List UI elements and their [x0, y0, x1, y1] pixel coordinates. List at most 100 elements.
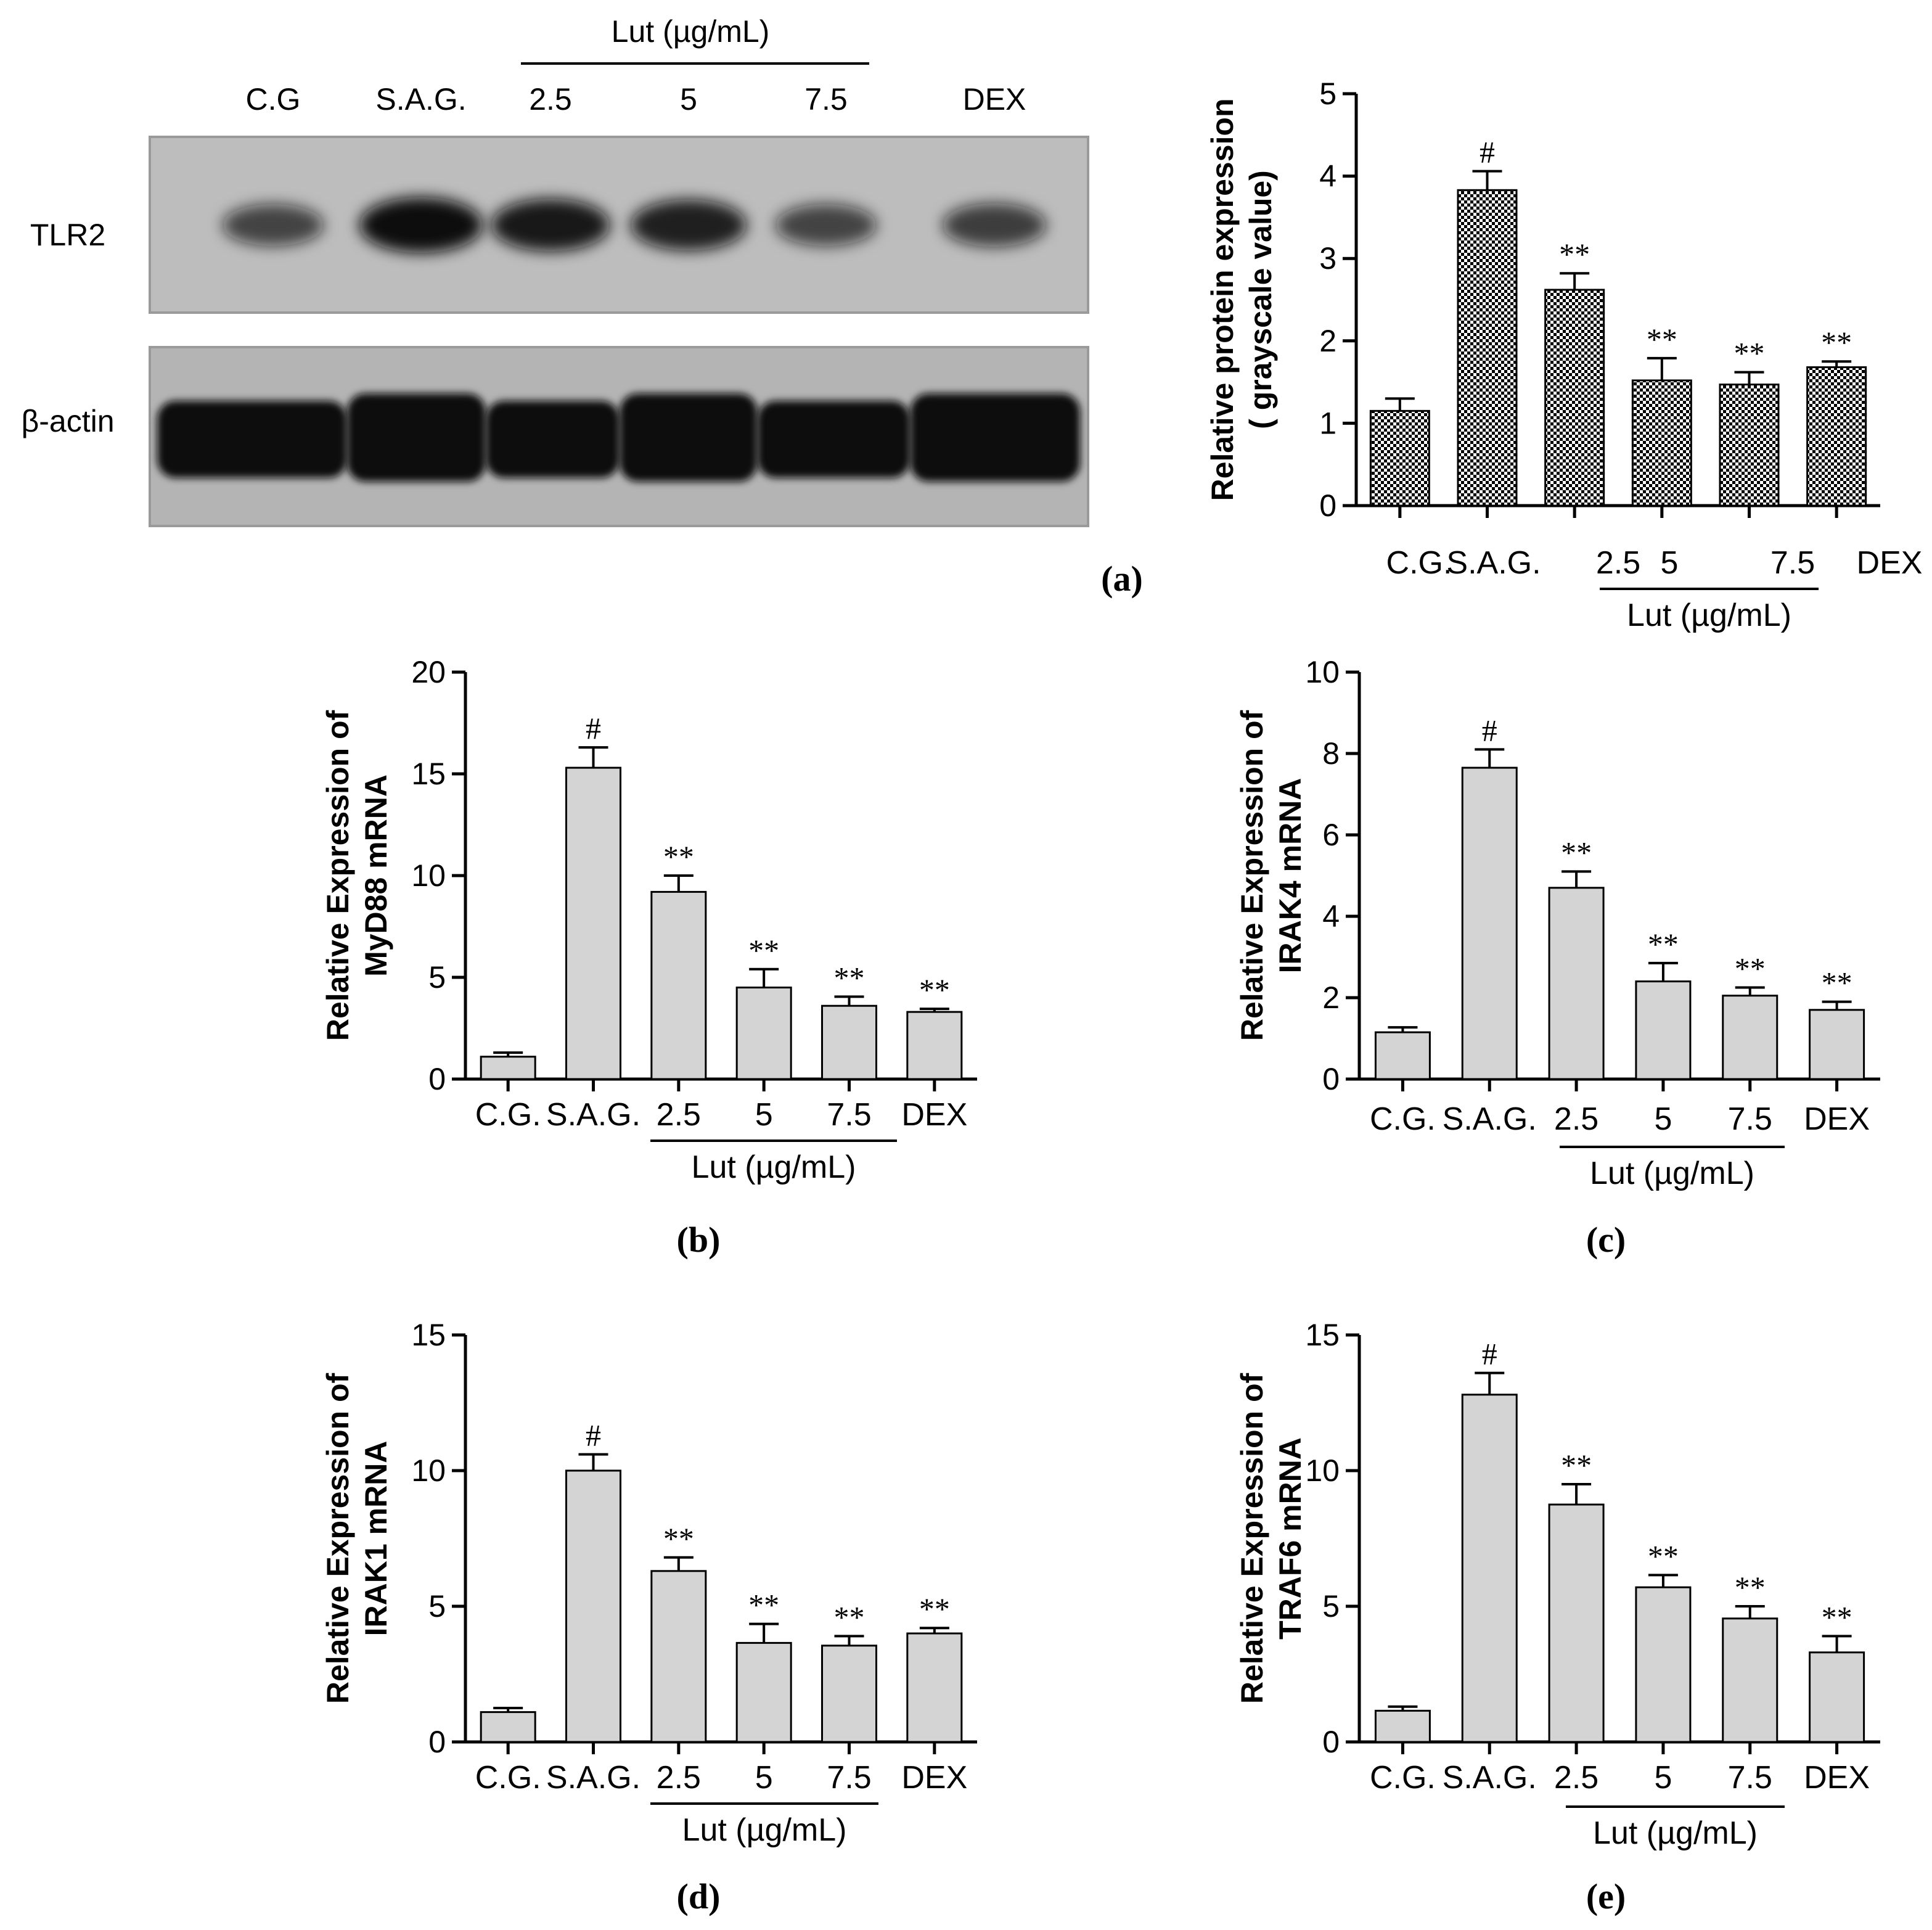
y-tick-label: 5	[1319, 76, 1336, 111]
x-tick-label: 5	[1654, 1101, 1672, 1137]
bar	[821, 1645, 877, 1743]
x-tick-label: DEX	[1804, 1101, 1870, 1137]
y-axis-title: Relative Expression of IRAK1 mRNA	[321, 1373, 393, 1704]
x-tick-label: S.A.G.	[546, 1760, 641, 1796]
significance-marker: #	[1480, 135, 1495, 170]
x-tick-label: C.G.	[1370, 1101, 1436, 1137]
significance-marker: **	[1561, 1448, 1592, 1482]
y-tick-label: 6	[1322, 818, 1340, 852]
x-tick-label: C.G.	[1386, 545, 1452, 581]
y-tick-label: 5	[1322, 1589, 1340, 1624]
x-tick-label: 5	[755, 1760, 773, 1796]
x-tick-label: DEX	[901, 1097, 967, 1133]
bar	[1719, 384, 1780, 507]
bar	[906, 1632, 963, 1743]
x-tick-label: S.A.G.	[1443, 1101, 1537, 1137]
bar	[1548, 887, 1605, 1080]
blot-lane-label: S.A.G.	[375, 82, 466, 117]
significance-marker: **	[1735, 951, 1766, 986]
significance-marker: **	[1648, 1538, 1679, 1573]
significance-marker: **	[1559, 237, 1590, 271]
panel-label: (e)	[1586, 1876, 1626, 1916]
x-tick-label: C.G.	[475, 1760, 541, 1796]
blot-row-label-beta-actin: β-actin	[21, 404, 114, 438]
y-tick-label: 10	[1305, 655, 1340, 689]
x-tick-label: 7.5	[827, 1760, 871, 1796]
significance-marker: **	[919, 1591, 950, 1626]
y-tick-label: 2	[1319, 324, 1336, 358]
chart-panel-e: 0 5 10 15 # ** ** ** ** C.G. S.A.G. 2.5 5 7.5 DEX Lut (…	[1235, 1318, 1880, 1916]
bar	[1544, 289, 1605, 507]
blot-band-beta-actin	[910, 393, 1080, 482]
blot-band-tlr2	[223, 204, 324, 246]
blot-band-tlr2	[943, 203, 1046, 247]
chart-panel-b: 0 5 10 15 20 # ** ** ** ** C.G. S.A.G. 2.5 5 7.5 DEX Lut…	[321, 655, 977, 1260]
blot-lane-label: DEX	[963, 82, 1026, 117]
bar	[650, 1570, 707, 1743]
y-tick-label: 8	[1322, 736, 1340, 771]
x-tick-label: 7.5	[827, 1097, 871, 1133]
panel-label: (a)	[1101, 559, 1143, 599]
bar	[821, 1004, 877, 1080]
significance-marker: **	[748, 933, 779, 967]
blot-band-beta-actin	[157, 401, 347, 478]
y-axis-title: Relative Expression of TRAF6 mRNA	[1235, 1373, 1308, 1704]
significance-marker: #	[586, 711, 601, 745]
blot-band-tlr2	[491, 199, 610, 252]
bar	[1461, 766, 1518, 1080]
y-tick-label: 10	[411, 858, 446, 893]
bar	[1374, 1709, 1431, 1743]
blot-band-beta-actin	[486, 401, 620, 478]
group-label: Lut (µg/mL)	[682, 1812, 847, 1848]
significance-marker: **	[1821, 325, 1852, 359]
significance-marker: **	[1822, 966, 1852, 1000]
x-tick-label: 2.5	[657, 1760, 701, 1796]
bar	[565, 1469, 621, 1743]
bar	[1369, 409, 1430, 507]
x-tick-label: 7.5	[1728, 1101, 1772, 1137]
blot-treatment-header: Lut (µg/mL)	[612, 14, 770, 49]
panel-label: (c)	[1586, 1220, 1626, 1260]
significance-marker: **	[663, 839, 694, 874]
significance-marker: **	[663, 1521, 694, 1556]
blot-row-label-tlr2: TLR2	[30, 218, 105, 252]
y-tick-label: 3	[1319, 241, 1336, 276]
x-tick-label: S.A.G.	[546, 1097, 641, 1133]
x-tick-label: DEX	[1857, 545, 1923, 581]
bar	[1806, 366, 1867, 507]
y-tick-label: 15	[1305, 1318, 1340, 1352]
significance-marker: #	[1482, 1337, 1497, 1371]
y-axis-title: Relative protein expression( grayscale v…	[1205, 98, 1278, 501]
y-tick-label: 15	[411, 757, 446, 791]
group-label: Lut (µg/mL)	[1593, 1815, 1758, 1851]
y-tick-label: 0	[428, 1062, 446, 1096]
significance-marker: **	[1648, 927, 1679, 961]
x-tick-label: 2.5	[1554, 1760, 1598, 1796]
blot-lane-label: 5	[680, 82, 697, 117]
x-tick-label: 7.5	[1728, 1760, 1772, 1796]
y-tick-label: 20	[411, 655, 446, 689]
y-tick-label: 15	[411, 1318, 446, 1352]
bar	[1635, 980, 1692, 1080]
blot-band-tlr2	[359, 197, 483, 253]
blot-band-beta-actin	[757, 401, 911, 478]
blot-lane-label: C.G	[246, 82, 301, 117]
panel-label: (d)	[677, 1876, 721, 1916]
x-tick-label: S.A.G.	[1443, 1760, 1537, 1796]
significance-marker: **	[748, 1588, 779, 1622]
significance-marker: **	[1561, 835, 1592, 869]
blot-band-tlr2	[776, 204, 877, 246]
y-tick-label: 1	[1319, 406, 1336, 440]
x-tick-label: 2.5	[1554, 1101, 1598, 1137]
bar	[1374, 1031, 1431, 1080]
group-label: Lut (µg/mL)	[692, 1149, 856, 1185]
bar	[1631, 379, 1692, 507]
x-tick-label: 5	[755, 1097, 773, 1133]
y-tick-label: 2	[1322, 980, 1340, 1015]
y-tick-label: 0	[1319, 488, 1336, 523]
bar	[480, 1711, 536, 1743]
x-tick-label: C.G.	[475, 1097, 541, 1133]
x-tick-label: 5	[1661, 545, 1679, 581]
bar	[565, 766, 621, 1080]
